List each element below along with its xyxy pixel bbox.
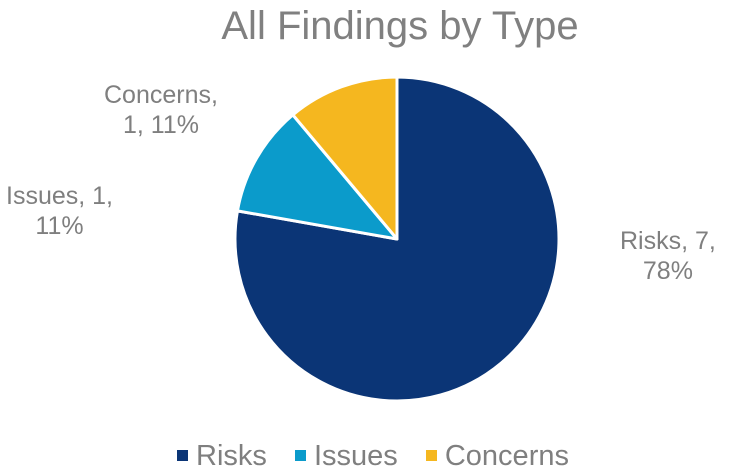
legend-label-issues: Issues [313, 440, 398, 472]
legend-item-concerns: Concerns [425, 440, 569, 472]
legend-item-issues: Issues [294, 440, 398, 472]
data-label-risks-line1: Risks, 7, [620, 227, 716, 255]
slice-concerns [291, 75, 399, 241]
legend-swatch-concerns [425, 449, 437, 461]
data-label-issues-line2: 11% [35, 212, 84, 240]
legend-label-risks: Risks [196, 440, 267, 472]
data-label-concerns-line1: Concerns, [104, 81, 218, 109]
legend-swatch-risks [177, 449, 189, 461]
data-label-risks-line2: 78% [642, 257, 693, 285]
data-label-risks: Risks, 7, 78% [620, 226, 716, 286]
data-label-issues: Issues, 1, 11% [6, 181, 113, 241]
data-label-concerns: Concerns, 1, 11% [104, 80, 218, 140]
data-label-concerns-line2: 1, 11% [122, 111, 199, 139]
slice-issues [235, 113, 399, 241]
legend: Risks Issues Concerns [0, 440, 746, 472]
legend-label-concerns: Concerns [444, 440, 569, 472]
data-label-issues-line1: Issues, 1, [6, 182, 113, 210]
chart-title: All Findings by Type [221, 4, 579, 48]
legend-item-risks: Risks [177, 440, 267, 472]
legend-swatch-issues [294, 449, 306, 461]
